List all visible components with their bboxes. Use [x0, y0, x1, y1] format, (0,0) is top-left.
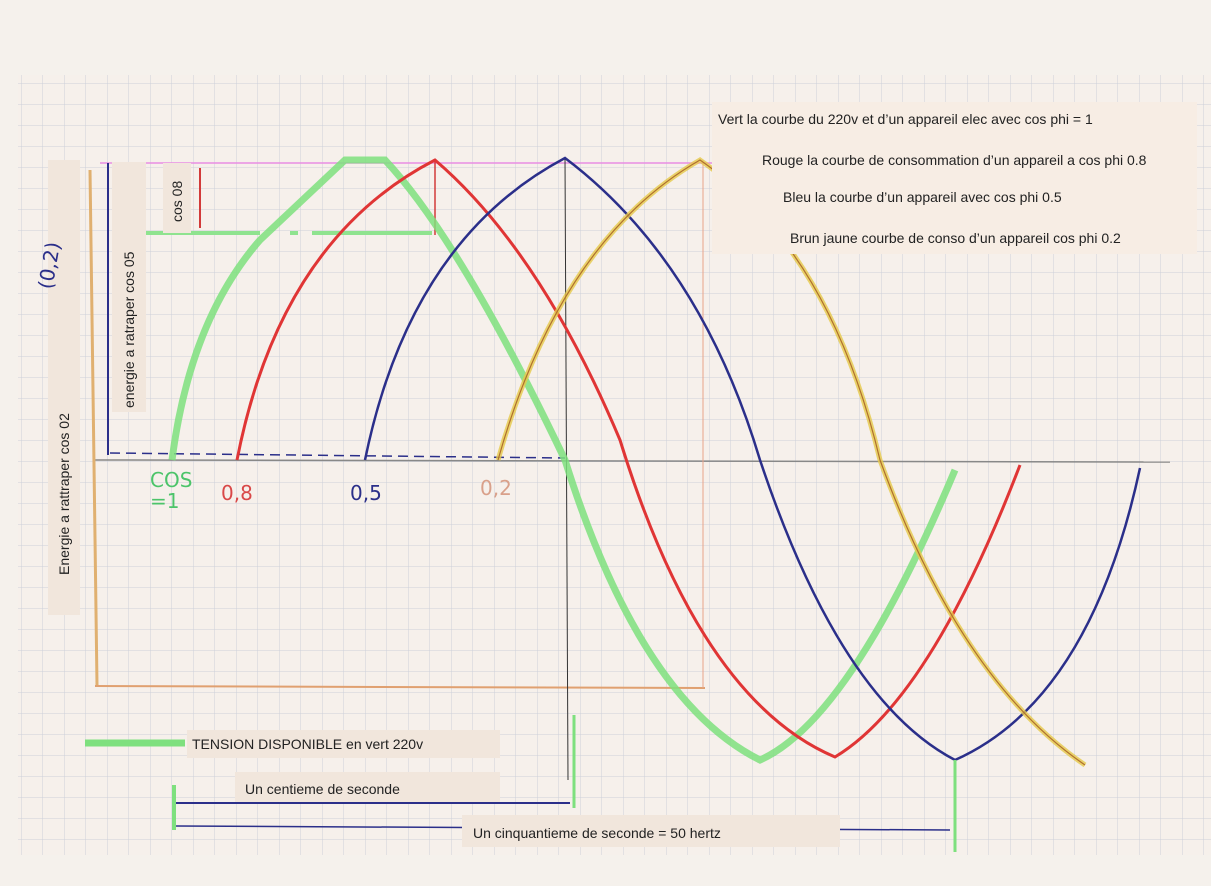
- footer-text: TENSION DISPONIBLE en vert 220v: [192, 736, 423, 752]
- legend-text: Vert la courbe du 220v et d’un appareil …: [718, 111, 1093, 127]
- side-label: energie a ratraper cos 05: [121, 251, 137, 408]
- axis-mark: 0,5: [350, 481, 382, 505]
- axis-mark: =1: [150, 489, 179, 513]
- axis-mark: 0,2: [480, 476, 512, 500]
- footer-text: Un cinquantieme de seconde = 50 hertz: [473, 825, 721, 841]
- legend-text: Brun jaune courbe de conso d’un appareil…: [790, 230, 1121, 246]
- axis-mark: 0,8: [221, 481, 253, 505]
- legend-text: Bleu la courbe d’un appareil avec cos ph…: [783, 189, 1062, 205]
- side-label: Energie a rattraper cos 02: [56, 413, 72, 575]
- footer-text: Un centieme de seconde: [245, 781, 400, 797]
- side-label: cos 08: [169, 181, 185, 222]
- legend-text: Rouge la courbe de consommation d’un app…: [762, 152, 1147, 168]
- diagram: Vert la courbe du 220v et d’un appareil …: [0, 0, 1211, 886]
